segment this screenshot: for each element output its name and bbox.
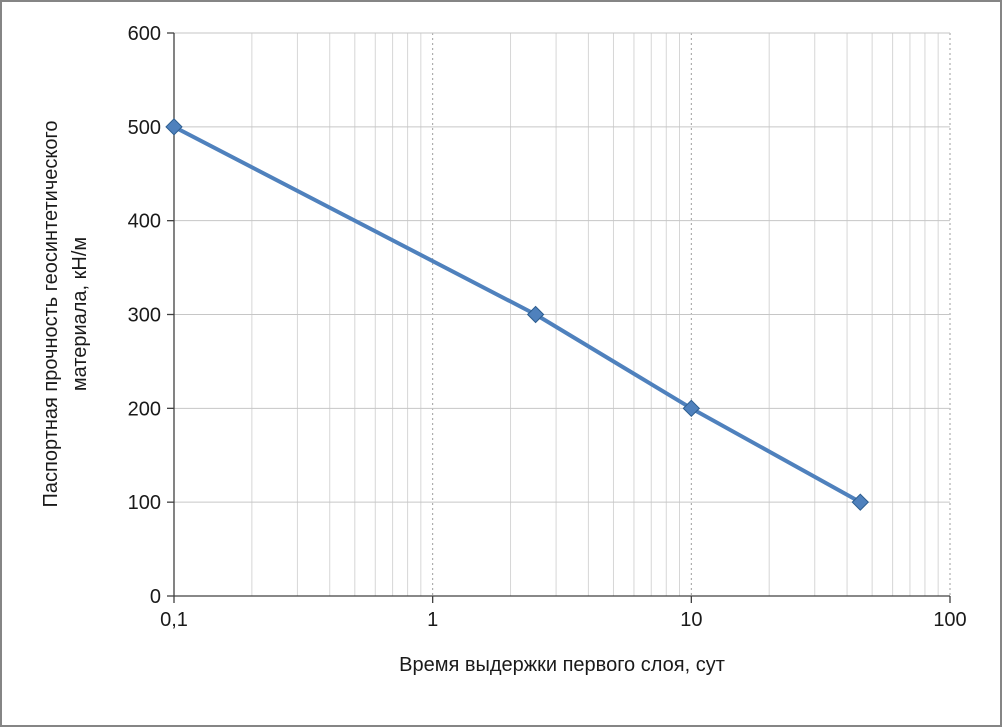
y-tick-label: 0 bbox=[150, 586, 161, 608]
y-tick-label: 600 bbox=[128, 23, 161, 45]
x-tick-label: 100 bbox=[933, 609, 966, 631]
data-point-marker bbox=[165, 118, 183, 136]
x-tick-label: 0,1 bbox=[160, 609, 188, 631]
y-tick-label: 300 bbox=[128, 305, 161, 327]
y-tick-label: 200 bbox=[128, 398, 161, 420]
data-point-marker bbox=[682, 399, 701, 418]
x-tick-label: 1 bbox=[427, 609, 438, 631]
data-point-marker bbox=[526, 305, 545, 324]
y-tick-label: 400 bbox=[128, 211, 161, 233]
y-tick-label: 100 bbox=[128, 492, 161, 514]
data-point-marker bbox=[851, 493, 870, 511]
y-axis-title: Паспортная прочность геосинтетического м… bbox=[40, 120, 91, 508]
x-tick-label: 10 bbox=[680, 609, 702, 631]
series-line bbox=[172, 124, 863, 505]
x-axis-title: Время выдержки первого слоя, сут bbox=[399, 654, 725, 676]
y-tick-label: 500 bbox=[128, 117, 161, 139]
